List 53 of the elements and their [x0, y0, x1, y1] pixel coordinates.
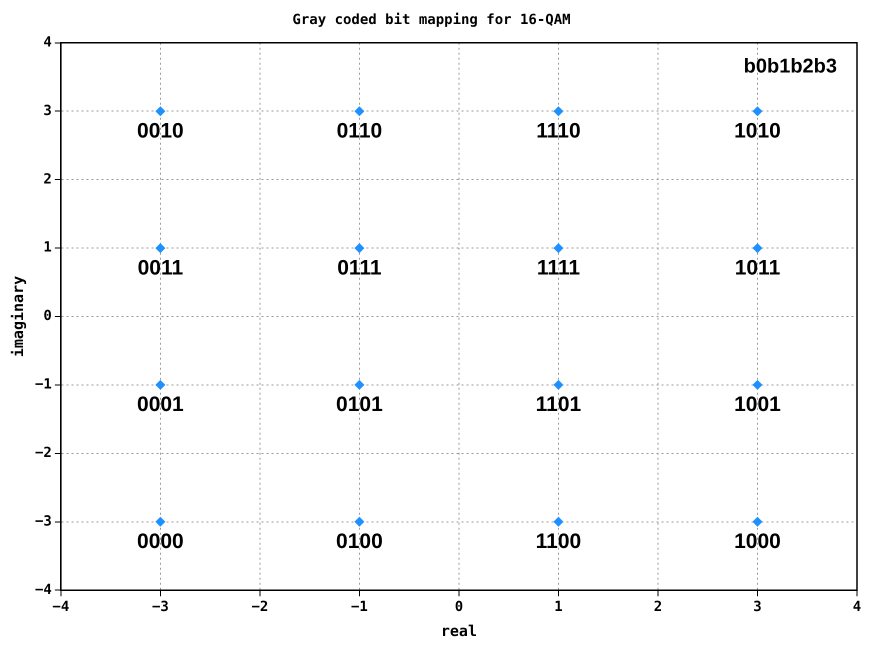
- y-tick-label: 1: [43, 240, 52, 256]
- x-tick-label: −2: [251, 599, 268, 616]
- point: [752, 243, 762, 254]
- point: [155, 380, 166, 390]
- annotation: 1100: [536, 530, 582, 554]
- annotation: 0011: [138, 256, 184, 280]
- point: [553, 516, 564, 527]
- annotation: 1111: [536, 256, 580, 280]
- chart-title: Gray coded bit mapping for 16-QAM: [292, 12, 571, 28]
- annotation: 1101: [536, 393, 582, 416]
- x-tick-label: 3: [753, 599, 762, 616]
- y-tick-label: 3: [43, 102, 52, 119]
- point: [553, 106, 564, 116]
- y-tick-label: 2: [43, 171, 52, 188]
- annotation: 1110: [536, 120, 581, 143]
- point: [752, 106, 762, 116]
- point: [155, 516, 166, 527]
- x-tick-label: −1: [350, 599, 368, 616]
- point: [155, 243, 166, 254]
- y-axis-title: imaginary: [8, 276, 27, 358]
- point: [354, 243, 364, 254]
- x-tick-label: −3: [152, 599, 169, 616]
- point: [354, 380, 364, 390]
- annotation: 0000: [137, 530, 184, 554]
- annotation: 0010: [137, 120, 184, 143]
- y-tick-label: −1: [35, 376, 52, 393]
- x-tick-label: 2: [654, 599, 662, 616]
- y-tick-label: −2: [35, 444, 52, 461]
- y-tick-label: 0: [43, 308, 52, 324]
- x-tick-label: 4: [852, 599, 862, 616]
- y-tick-label: −4: [35, 582, 52, 598]
- point: [354, 106, 364, 116]
- point: [553, 380, 564, 390]
- y-tick-label: 4: [43, 34, 52, 50]
- x-axis-title: real: [440, 622, 477, 640]
- annotation: b0b1b2b3: [744, 55, 837, 78]
- annotation: 0101: [336, 393, 384, 416]
- annotation: 1011: [734, 256, 781, 280]
- annotation: 1010: [734, 120, 781, 143]
- annotation: 1000: [734, 530, 781, 554]
- annotation: 0001: [137, 393, 184, 416]
- point: [553, 243, 564, 254]
- y-tick-label: −3: [35, 513, 52, 530]
- x-tick-label: 0: [454, 599, 464, 616]
- point: [354, 516, 364, 527]
- annotation: 0110: [336, 120, 382, 143]
- annotation: 0111: [337, 256, 382, 280]
- point: [752, 516, 762, 527]
- annotation: 0100: [336, 530, 383, 554]
- point: [155, 106, 166, 116]
- annotation: 1001: [734, 393, 782, 416]
- x-tick-label: 1: [554, 599, 563, 616]
- point: [752, 380, 762, 390]
